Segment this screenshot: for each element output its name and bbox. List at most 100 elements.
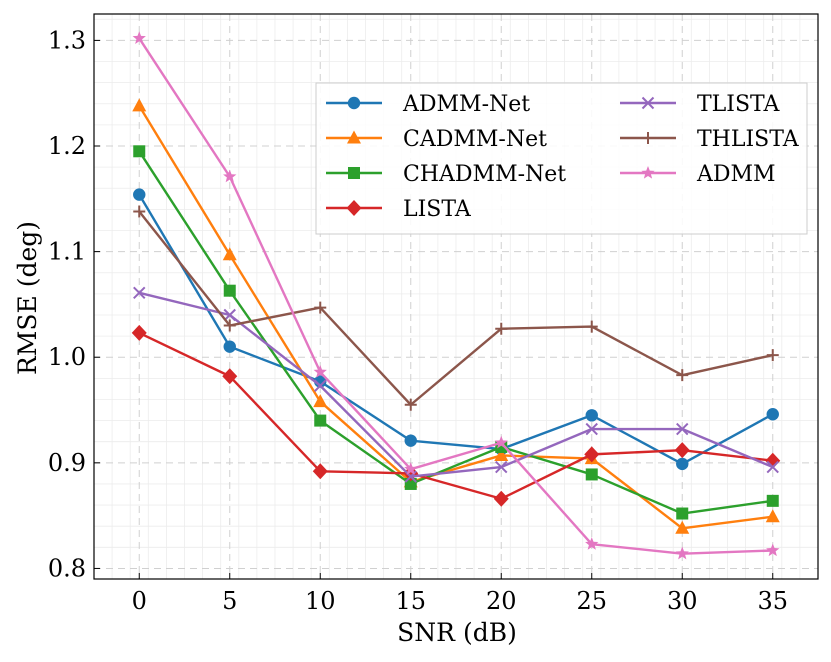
data-point-tlista — [585, 422, 598, 436]
series-line-lista — [138, 331, 773, 500]
data-point-tlista — [495, 460, 508, 474]
data-point-admm — [313, 365, 327, 378]
legend-marker — [346, 200, 362, 216]
legend-item-admm: ADMM — [620, 162, 776, 187]
x-axis-ticks: 0 5 10 15 20 25 30 35 — [132, 573, 788, 615]
data-point-tlista — [314, 379, 327, 392]
data-point-cadmm-net — [222, 247, 237, 261]
y-axis-ticks: 0.8 0.9 1.0 1.1 1.2 1.3 — [48, 26, 100, 582]
legend-marker — [641, 96, 655, 110]
legend-marker — [347, 96, 361, 110]
x-tick-label: 20 — [486, 587, 517, 615]
data-point-lista — [584, 446, 600, 463]
data-point-admm — [404, 462, 418, 475]
data-point-thlista — [314, 301, 327, 314]
data-point-cadmm-net — [494, 447, 509, 461]
data-point-tlista — [676, 422, 689, 436]
legend-label: ADMM-Net — [402, 92, 530, 117]
series-line-cadmm-net — [138, 105, 773, 530]
series-line-thlista — [138, 210, 774, 406]
data-point-chadmm-net — [223, 284, 236, 297]
plot-frame — [93, 13, 819, 580]
series-chadmm-net — [133, 145, 779, 520]
data-point-admm — [494, 435, 508, 449]
data-point-thlista — [223, 319, 236, 332]
data-point-admm-net — [766, 408, 779, 421]
data-point-admm-net — [585, 409, 598, 422]
y-tick-label: 0.9 — [48, 449, 86, 477]
data-point-admm — [223, 169, 237, 183]
data-point-tlista — [133, 286, 146, 300]
data-point-admm-net — [404, 434, 417, 447]
y-tick-label: 1.0 — [48, 343, 86, 371]
series-line-admm — [138, 37, 773, 555]
x-tick-label: 25 — [576, 587, 607, 615]
x-axis-label: SNR (dB) — [397, 618, 517, 647]
series-tlista — [133, 286, 779, 483]
data-point-lista — [493, 490, 509, 507]
data-point-lista — [674, 442, 690, 459]
major-grid — [94, 14, 818, 579]
data-point-cadmm-net — [675, 520, 690, 534]
data-point-chadmm-net — [676, 507, 689, 520]
data-point-thlista — [404, 398, 417, 411]
x-tick-label: 0 — [132, 587, 147, 615]
data-point-thlista — [495, 322, 508, 335]
series-thlista — [133, 205, 779, 411]
legend-item-admm-net: ADMM-Net — [326, 92, 530, 117]
legend-item-cadmm-net: CADMM-Net — [326, 127, 547, 152]
legend-label: CHADMM-Net — [403, 162, 566, 187]
data-point-tlista — [404, 470, 417, 483]
data-point-chadmm-net — [766, 494, 779, 507]
legend-label: LISTA — [403, 197, 472, 222]
legend-marker — [347, 130, 361, 144]
data-point-thlista — [133, 205, 146, 218]
series-admm — [132, 31, 780, 560]
data-point-admm-net — [223, 340, 236, 353]
data-point-tlista — [223, 308, 236, 322]
data-point-thlista — [766, 349, 779, 362]
y-tick-label: 1.3 — [48, 26, 86, 54]
x-tick-label: 30 — [667, 587, 698, 615]
data-point-tlista — [766, 460, 779, 474]
legend: ADMM-Net CADMM-Net CHADMM-Net LISTA TLISTA TH… — [315, 82, 808, 235]
series-line-tlista — [138, 291, 774, 478]
data-point-admm-net — [676, 457, 689, 471]
x-tick-label: 5 — [222, 587, 237, 615]
legend-box — [315, 82, 808, 235]
data-point-cadmm-net — [132, 98, 147, 112]
data-point-admm — [675, 546, 689, 560]
legend-marker — [641, 166, 655, 179]
data-point-admm — [585, 537, 599, 550]
legend-label: CADMM-Net — [403, 127, 547, 152]
minor-grid — [93, 14, 819, 579]
x-tick-label: 35 — [757, 587, 788, 615]
data-point-lista — [131, 324, 147, 341]
legend-item-thlista: THLISTA — [620, 127, 800, 152]
series-lista — [131, 324, 781, 507]
data-point-cadmm-net — [313, 394, 328, 408]
legend-marker — [348, 167, 360, 179]
series-line-admm-net — [138, 193, 774, 466]
series-line-chadmm-net — [138, 150, 773, 515]
legend-label: ADMM — [696, 162, 776, 187]
data-point-admm-net — [133, 188, 146, 201]
data-point-lista — [312, 463, 328, 480]
data-point-cadmm-net — [765, 509, 780, 523]
y-tick-label: 1.2 — [48, 132, 86, 160]
x-tick-label: 15 — [395, 587, 426, 615]
legend-item-tlista: TLISTA — [620, 92, 781, 117]
legend-item-lista: LISTA — [326, 197, 472, 222]
legend-item-chadmm-net: CHADMM-Net — [326, 162, 566, 187]
data-point-chadmm-net — [133, 145, 146, 158]
legend-marker — [642, 132, 654, 144]
series-layer — [131, 31, 781, 560]
legend-label: TLISTA — [697, 92, 781, 117]
data-point-admm — [766, 543, 780, 557]
data-point-admm — [132, 31, 146, 44]
data-point-chadmm-net — [314, 414, 327, 427]
data-point-thlista — [676, 369, 689, 382]
y-tick-label: 1.1 — [48, 238, 86, 266]
legend-label: THLISTA — [697, 127, 800, 152]
